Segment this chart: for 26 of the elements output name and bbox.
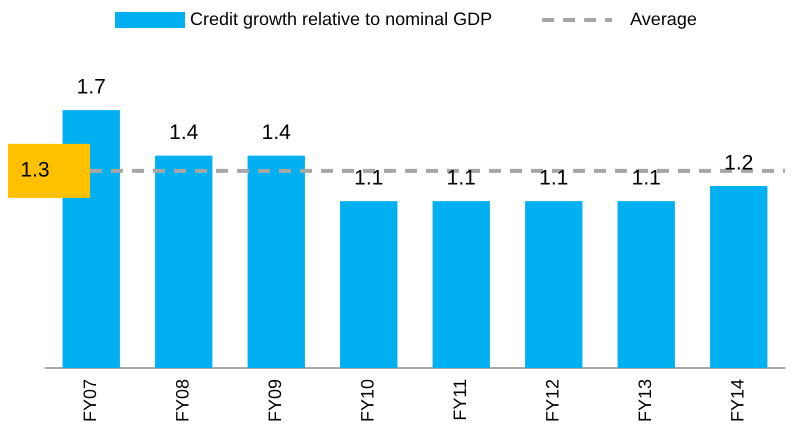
x-tick-label: FY13 — [635, 378, 656, 422]
x-tick-label: FY12 — [542, 378, 563, 422]
x-tick-label: FY11 — [450, 378, 470, 421]
x-tick-label: FY08 — [172, 378, 193, 422]
bar — [710, 186, 768, 368]
bar — [432, 201, 490, 368]
x-tick-label: FY07 — [80, 378, 100, 422]
data-label: 1.1 — [539, 166, 568, 190]
text: 1.3 — [20, 158, 50, 182]
legend-label: Credit growth relative to nominal GDP — [190, 8, 492, 29]
x-tick-label: FY10 — [358, 378, 378, 422]
bar — [618, 201, 675, 368]
bar — [248, 156, 305, 368]
bar — [340, 201, 398, 368]
x-tick-label: FY09 — [265, 378, 286, 422]
data-label: 1.1 — [446, 166, 476, 190]
data-label: 1.2 — [724, 151, 754, 174]
x-tick-label: FY14 — [728, 378, 748, 422]
bar — [155, 156, 212, 368]
data-label: 1.7 — [76, 75, 106, 98]
bar — [525, 201, 582, 368]
data-label: 1.4 — [262, 120, 292, 144]
data-label: 1.4 — [169, 120, 199, 144]
data-label: 1.1 — [354, 166, 384, 190]
data-label: 1.1 — [632, 166, 661, 190]
legend-label: Average — [630, 8, 697, 29]
